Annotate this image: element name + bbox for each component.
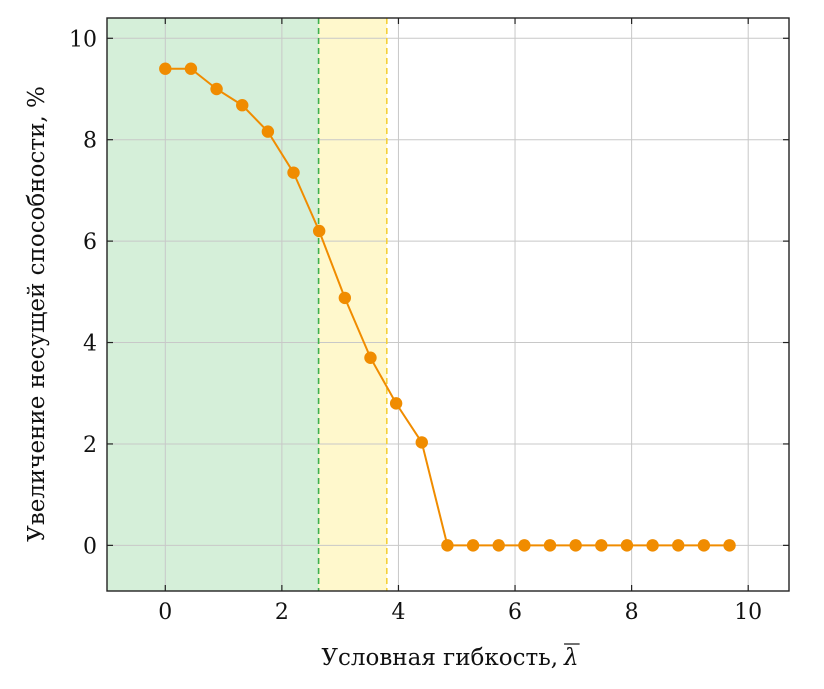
data-point [672, 539, 685, 552]
data-point [569, 539, 582, 552]
y-tick-label: 2 [83, 433, 97, 458]
data-point [723, 539, 736, 552]
y-axis-label: Увеличение несущей способности, % [24, 86, 50, 542]
data-point [543, 539, 557, 552]
y-tick-label: 10 [69, 27, 97, 52]
data-point [338, 291, 352, 305]
data-point [236, 99, 249, 112]
y-tick-labels: 0 2 4 6 8 10 [69, 27, 97, 559]
data-point [697, 539, 711, 552]
data-point [210, 82, 223, 96]
data-point [184, 62, 198, 75]
x-axis-label-text: Условная гибкость, [321, 645, 558, 671]
data-point [312, 224, 326, 238]
data-point [492, 539, 505, 552]
data-point [389, 397, 403, 410]
x-tick-label: 6 [508, 600, 522, 625]
series-layer [159, 62, 736, 552]
region-1 [318, 18, 387, 591]
regions-layer [107, 18, 387, 591]
x-tick-label: 2 [275, 600, 289, 625]
y-tick-label: 8 [83, 129, 97, 154]
x-tick-label: 0 [158, 600, 172, 625]
data-point [518, 539, 531, 552]
x-tick-label: 10 [734, 600, 762, 625]
y-tick-label: 4 [83, 332, 97, 357]
region-boundaries-layer [317, 18, 388, 591]
data-point [466, 539, 480, 552]
plot-frame [106, 17, 790, 592]
data-point [441, 539, 454, 552]
x-tick-labels: 0 2 4 6 8 10 [158, 600, 762, 625]
x-axis-label: Условная гибкость, λ [321, 645, 578, 671]
data-point [595, 539, 608, 552]
data-point [620, 539, 634, 552]
data-point [646, 539, 659, 552]
x-tick-label: 4 [391, 600, 405, 625]
data-point [261, 125, 275, 138]
data-point [159, 62, 172, 75]
y-tick-label: 0 [83, 534, 97, 559]
data-point [287, 166, 300, 179]
data-point [415, 436, 428, 449]
region-0 [107, 18, 319, 591]
ticks-layer [107, 18, 789, 591]
x-axis-label-symbol: λ [563, 645, 579, 671]
y-tick-label: 6 [83, 230, 97, 255]
x-tick-label: 8 [625, 600, 639, 625]
data-point [364, 351, 377, 364]
